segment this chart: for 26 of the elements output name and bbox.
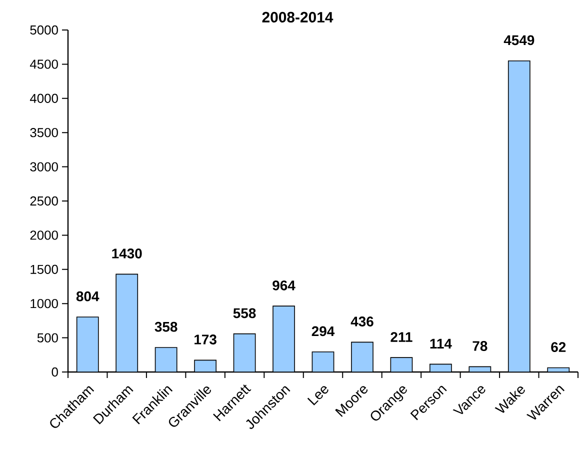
data-label: 964: [272, 280, 296, 290]
y-tick-label: 4000: [30, 94, 58, 103]
y-tick-label: 1000: [30, 299, 58, 308]
data-label: 4549: [504, 35, 534, 46]
chart-title: 2008-2014: [262, 12, 334, 22]
y-tick-label: 2000: [30, 230, 58, 240]
y-tick-label: 5000: [30, 25, 58, 35]
y-tick-label: 2500: [30, 196, 58, 206]
y-tick-label: 0: [52, 367, 58, 377]
data-label: 1430: [112, 248, 142, 258]
y-tick-label: 3500: [30, 128, 58, 138]
data-label: 358: [154, 322, 178, 332]
y-tick-label: 4500: [30, 60, 58, 69]
data-label: 211: [390, 332, 412, 342]
data-label: 173: [194, 334, 216, 344]
data-label: 558: [233, 308, 256, 318]
data-label: 62: [551, 342, 566, 352]
x-tick-label: Lee: [307, 386, 328, 406]
data-label: 114: [430, 338, 452, 348]
data-label: 804: [76, 291, 100, 302]
y-tick-label: 1500: [30, 264, 58, 274]
data-label: 78: [472, 341, 488, 351]
y-tick-label: 3000: [30, 162, 58, 172]
data-label: 436: [350, 316, 374, 326]
y-tick-label: 500: [37, 333, 58, 342]
data-label: 294: [312, 326, 335, 336]
